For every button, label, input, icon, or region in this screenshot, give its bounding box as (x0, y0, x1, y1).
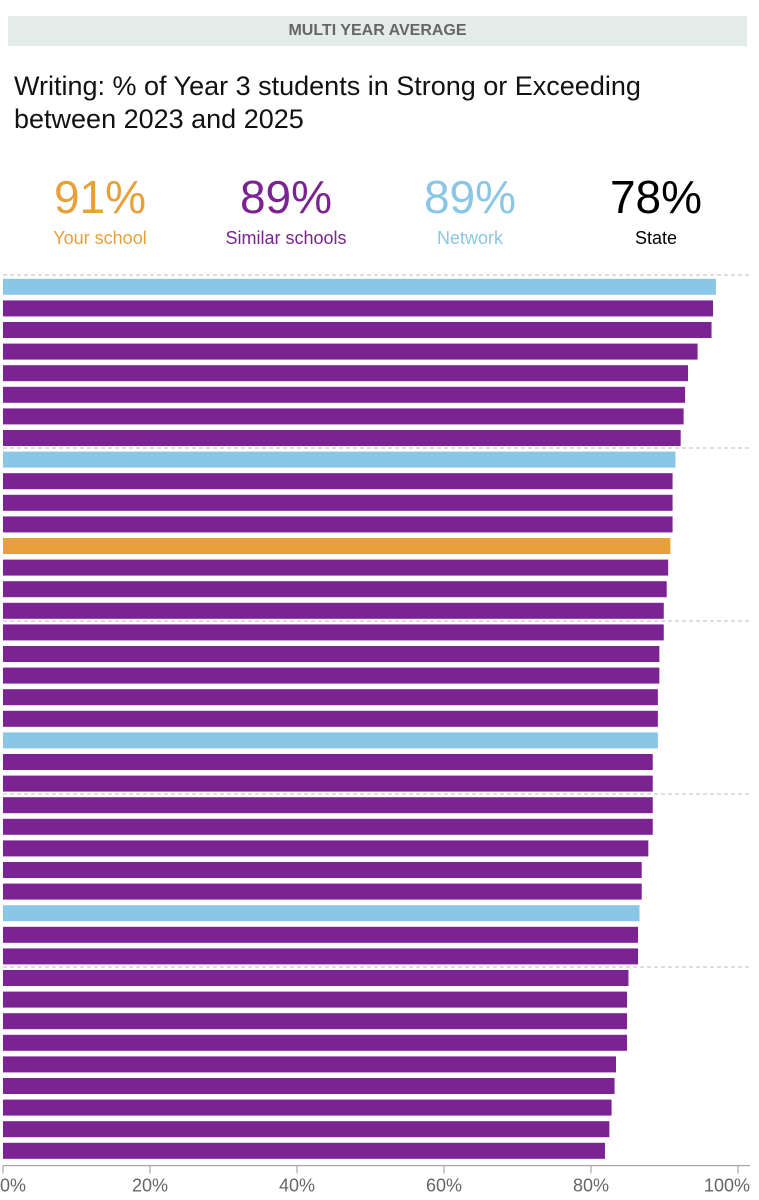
x-tick-label: 40% (279, 1176, 315, 1196)
x-tick-label: 60% (426, 1176, 462, 1196)
bar-network (3, 732, 658, 749)
bar-network (3, 905, 640, 922)
kpi-label: Network (436, 228, 503, 248)
bar-similar-schools (3, 797, 653, 814)
bar-similar-schools (3, 840, 649, 857)
bar-similar-schools (3, 624, 664, 641)
kpi-label: Similar schools (225, 228, 347, 248)
bar-similar-schools (3, 343, 698, 360)
bar-similar-schools (3, 1056, 616, 1073)
bar-similar-schools (3, 1034, 628, 1051)
bar-similar-schools (3, 300, 714, 317)
section-banner: MULTI YEAR AVERAGE (8, 16, 747, 46)
bar-similar-schools (3, 408, 684, 425)
bar-network (3, 278, 716, 295)
bar-similar-schools (3, 754, 653, 770)
bar-similar-schools (3, 430, 681, 446)
kpi-similar-schools: 89% Similar schools (196, 170, 376, 250)
bar-similar-schools (3, 1121, 610, 1138)
bar-similar-schools (3, 991, 628, 1008)
bar-similar-schools (3, 1142, 605, 1159)
bar-chart: 0% 20% 40% 60% 80% 100% (0, 274, 750, 1196)
kpi-your-school: 91% Your school (10, 170, 190, 250)
kpi-value: 89% (239, 171, 333, 223)
x-tick-label: 0% (0, 1176, 26, 1196)
bar-similar-schools (3, 1099, 612, 1116)
bar-similar-schools (3, 516, 673, 533)
kpi-value: 91% (53, 171, 147, 223)
bar-similar-schools (3, 818, 653, 835)
kpi-value: 89% (423, 171, 517, 223)
bar-similar-schools (3, 494, 673, 511)
chart-title: Writing: % of Year 3 students in Strong … (14, 71, 641, 134)
x-tick-label: 100% (704, 1176, 750, 1196)
bar-similar-schools (3, 322, 712, 338)
bar-similar-schools (3, 948, 639, 965)
kpi-label: Your school (53, 228, 147, 248)
bar-similar-schools (3, 581, 667, 598)
bar-similar-schools (3, 473, 673, 490)
x-tick-label: 80% (573, 1176, 609, 1196)
bar-similar-schools (3, 862, 642, 878)
kpi-label: State (634, 228, 678, 248)
kpi-network: 89% Network (380, 170, 560, 250)
bar-similar-schools (3, 1013, 628, 1030)
bar-similar-schools (3, 689, 658, 706)
bar-similar-schools (3, 775, 653, 792)
bar-similar-schools (3, 667, 660, 684)
bar-similar-schools (3, 710, 658, 727)
bar-similar-schools (3, 883, 642, 900)
bar-your-school (3, 538, 671, 554)
bar-similar-schools (3, 970, 629, 986)
bar-similar-schools (3, 926, 639, 943)
kpi-value: 78% (609, 171, 703, 223)
bar-network (3, 451, 676, 468)
kpi-state: 78% State (566, 170, 746, 250)
bar-similar-schools (3, 1078, 615, 1094)
bar-similar-schools (3, 365, 689, 382)
bar-similar-schools (3, 386, 686, 403)
x-tick-label: 20% (132, 1176, 168, 1196)
bar-similar-schools (3, 646, 660, 662)
bar-similar-schools (3, 559, 669, 576)
bar-similar-schools (3, 602, 664, 619)
